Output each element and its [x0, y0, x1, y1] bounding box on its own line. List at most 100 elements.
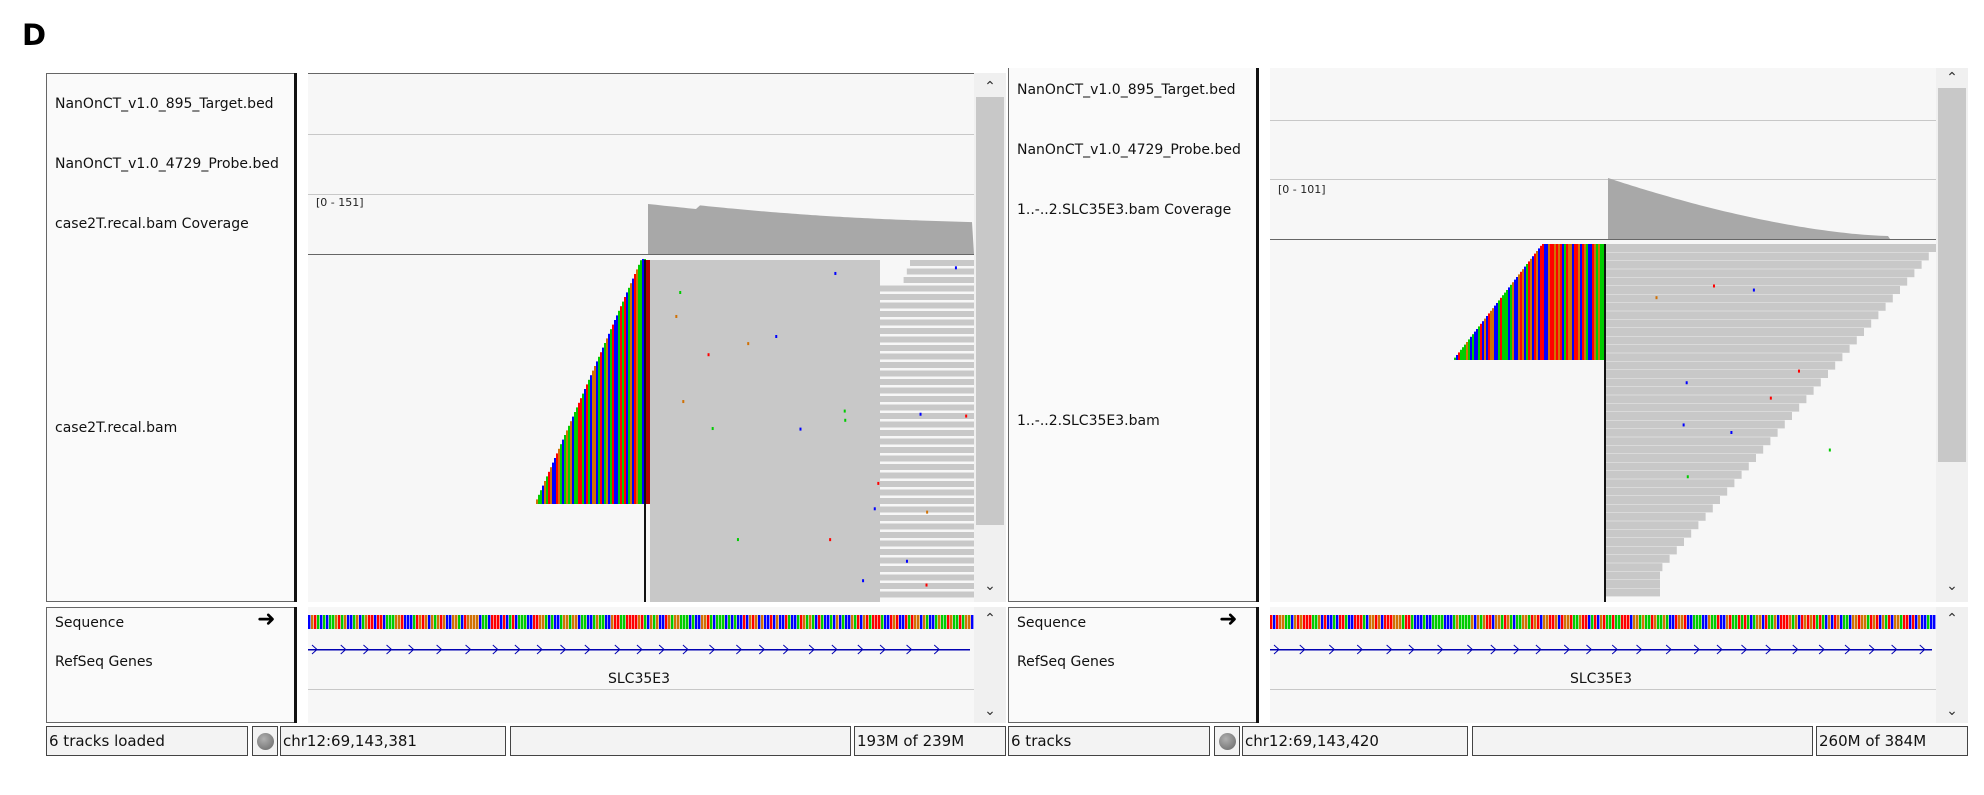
softclip-base [1520, 271, 1522, 360]
gene-strand-arrow [536, 644, 543, 655]
sequence-base [1576, 615, 1579, 629]
track-name-alignment[interactable]: case2T.recal.bam [55, 420, 178, 436]
vertical-scrollbar-upper[interactable]: ⌃ ⌄ [1936, 68, 1968, 602]
track-name-refseq[interactable]: RefSeq Genes [55, 654, 153, 670]
track-name-sequence[interactable]: Sequence [1017, 615, 1087, 631]
softclip-base [1542, 244, 1544, 360]
softclip-base [602, 347, 604, 504]
sequence-base [512, 615, 515, 629]
divider[interactable] [1256, 68, 1259, 602]
sequence-base [1516, 615, 1519, 629]
read [903, 277, 974, 283]
chevron-up-icon[interactable]: ⌃ [1946, 611, 1958, 627]
track-name-coverage[interactable]: case2T.recal.bam Coverage [55, 216, 249, 232]
divider[interactable] [1256, 607, 1259, 723]
sequence-base [1678, 615, 1681, 629]
scrollbar-thumb[interactable] [1938, 88, 1966, 462]
read [1606, 428, 1778, 437]
sequence-base [1366, 615, 1369, 629]
sequence-base [836, 615, 839, 629]
sequence-base [953, 615, 956, 629]
mismatch [829, 538, 832, 542]
alignment-canvas [536, 204, 974, 602]
data-panel-lower[interactable]: SLC35E3 [308, 607, 974, 723]
read [828, 396, 974, 402]
gene-strand-arrow [492, 644, 499, 655]
read [770, 566, 974, 572]
sequence-base [1879, 615, 1882, 629]
sequence-base [767, 615, 770, 629]
chevron-up-icon[interactable]: ⌃ [984, 79, 996, 95]
read [1606, 277, 1908, 286]
track-name-coverage[interactable]: 1..-..2.SLC35E3.bam Coverage [1017, 202, 1232, 218]
chevron-down-icon[interactable]: ⌄ [1946, 703, 1958, 719]
sequence-base [1306, 615, 1309, 629]
sequence-base [650, 615, 653, 629]
vertical-scrollbar-lower[interactable]: ⌃ ⌄ [1936, 607, 1968, 723]
vertical-scrollbar-lower[interactable]: ⌃ ⌄ [974, 607, 1006, 723]
data-panel-upper[interactable]: [0 - 151] [308, 73, 974, 602]
sequence-base [1801, 615, 1804, 629]
track-divider [1270, 239, 1936, 240]
vertical-scrollbar-upper[interactable]: ⌃ ⌄ [974, 73, 1006, 602]
sequence-base [965, 615, 968, 629]
sequence-base [644, 615, 647, 629]
data-panel-lower[interactable]: SLC35E3 [1270, 607, 1936, 723]
sequence-base [725, 615, 728, 629]
sequence-base [542, 615, 545, 629]
sequence-base [758, 615, 761, 629]
scrollbar-thumb[interactable] [976, 97, 1004, 525]
chevron-up-icon[interactable]: ⌃ [984, 611, 996, 627]
sequence-base [1468, 615, 1471, 629]
chevron-down-icon[interactable]: ⌄ [1946, 578, 1958, 594]
softclip-base [1554, 244, 1556, 360]
read [790, 498, 974, 504]
track-name-target-bed[interactable]: NanOnCT_v1.0_895_Target.bed [1017, 82, 1236, 98]
sequence-base [794, 615, 797, 629]
divider[interactable] [294, 607, 297, 723]
data-panel-upper[interactable]: [0 - 101] [1270, 68, 1936, 602]
track-name-target-bed[interactable]: NanOnCT_v1.0_895_Target.bed [55, 96, 274, 112]
track-name-probe-bed[interactable]: NanOnCT_v1.0_4729_Probe.bed [1017, 142, 1241, 158]
breakpoint-line [644, 260, 646, 602]
sequence-base [731, 615, 734, 629]
sequence-base [1627, 615, 1630, 629]
chevron-down-icon[interactable]: ⌄ [984, 703, 996, 719]
sequence-base [800, 615, 803, 629]
status-indicator-icon [1214, 726, 1240, 756]
sequence-base [428, 615, 431, 629]
sequence-base [416, 615, 419, 629]
sequence-base [356, 615, 359, 629]
sequence-base [1333, 615, 1336, 629]
sequence-base [920, 615, 923, 629]
chevron-down-icon[interactable]: ⌄ [984, 578, 996, 594]
softclip-base [560, 444, 562, 504]
read [787, 506, 974, 513]
sequence-base [845, 615, 848, 629]
right-arrow-icon[interactable]: ➜ [257, 607, 276, 632]
read [1606, 336, 1857, 345]
gene-strand-arrow [831, 644, 838, 655]
track-name-probe-bed[interactable]: NanOnCT_v1.0_4729_Probe.bed [55, 156, 279, 172]
sequence-base [503, 615, 506, 629]
divider[interactable] [294, 73, 297, 602]
sequence-base [1669, 615, 1672, 629]
track-name-refseq[interactable]: RefSeq Genes [1017, 654, 1115, 670]
read [777, 532, 974, 538]
right-arrow-icon[interactable]: ➜ [1219, 607, 1238, 632]
softclip-base [1530, 258, 1532, 360]
gene-strand-arrow [933, 644, 940, 655]
softclip-base [630, 283, 632, 504]
track-name-alignment[interactable]: 1..-..2.SLC35E3.bam [1017, 413, 1160, 429]
chevron-up-icon[interactable]: ⌃ [1946, 70, 1958, 86]
track-name-sequence[interactable]: Sequence [55, 615, 125, 631]
softclip-base [590, 375, 592, 504]
sequence-base [851, 615, 854, 629]
sequence-base [905, 615, 908, 629]
gene-strand-arrow [782, 644, 790, 655]
mismatch [775, 335, 778, 339]
read [800, 472, 974, 479]
softclip-base [628, 287, 630, 504]
gene-strand-arrow [709, 644, 716, 655]
gene-strand-arrow [408, 644, 415, 655]
